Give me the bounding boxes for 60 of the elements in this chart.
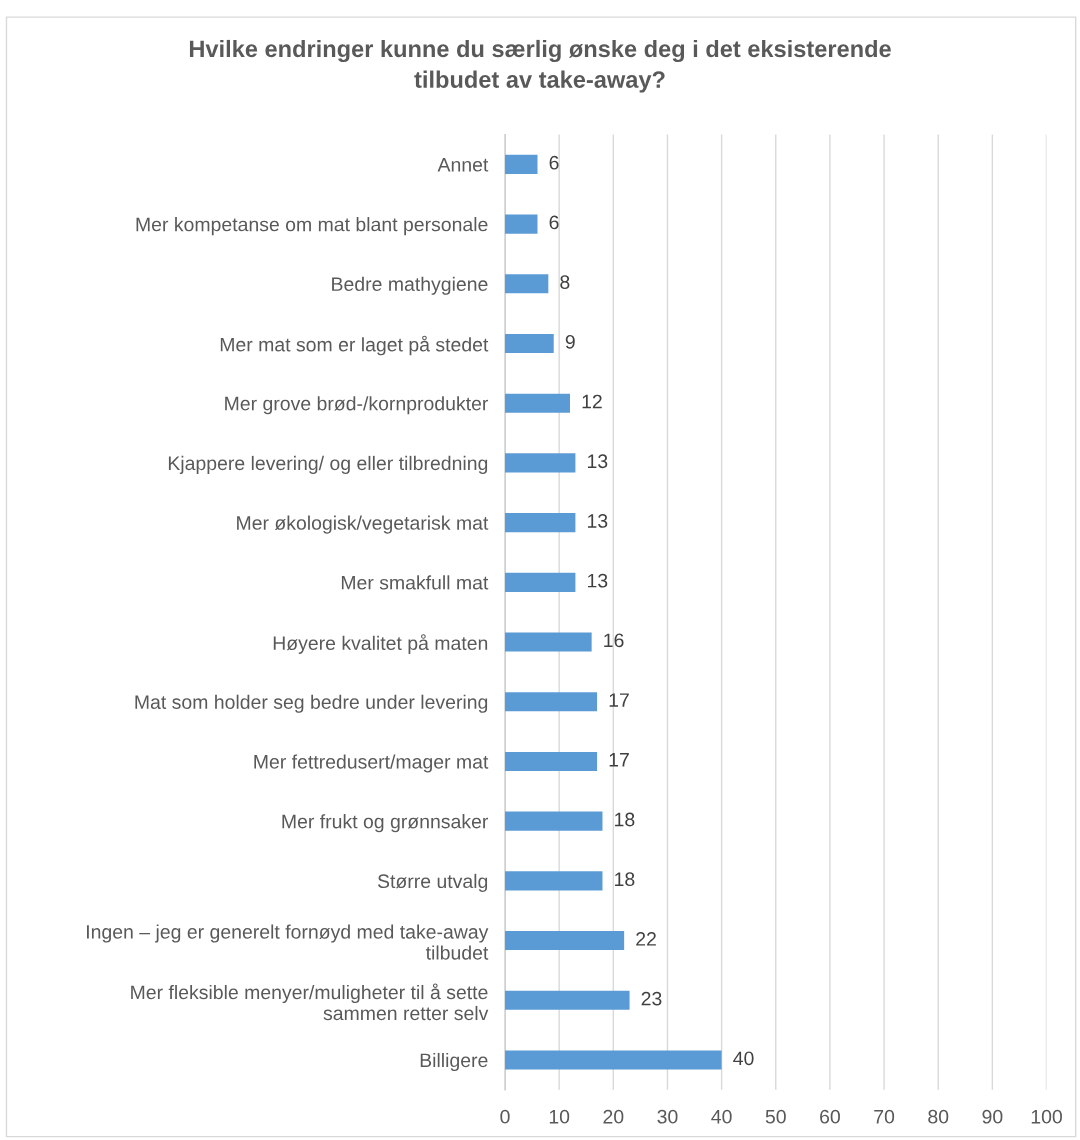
data-label: 13 <box>588 514 608 528</box>
x-tick-label: 90 <box>982 1109 1003 1124</box>
bar <box>505 990 630 1010</box>
data-label: 16 <box>604 633 624 648</box>
bar <box>505 274 549 294</box>
x-tick-label: 10 <box>549 1109 570 1124</box>
y-tick-label: Billigere <box>420 1052 488 1072</box>
data-label: 13 <box>588 454 608 469</box>
data-label: 22 <box>636 932 656 946</box>
data-label: 23 <box>641 991 662 1006</box>
data-label: 6 <box>549 155 559 170</box>
y-tick-label: Annet <box>437 158 489 172</box>
bar <box>505 214 538 234</box>
data-label: 17 <box>609 753 629 767</box>
bar <box>505 931 625 951</box>
data-label: 18 <box>615 812 635 827</box>
data-label: 8 <box>560 275 570 290</box>
data-label: 13 <box>588 573 608 588</box>
y-tick-label: Kjappere levering/ og eller tilbredning <box>168 455 488 474</box>
y-tick-label: Bedre mathygiene <box>332 276 488 295</box>
x-tick-label: 100 <box>1031 1109 1062 1124</box>
y-tick-label: Ingen – jeg er generelt fornøyd med take-away tilbudet <box>87 924 489 960</box>
bar <box>505 692 598 712</box>
bar <box>505 811 603 831</box>
data-label: 9 <box>565 334 575 349</box>
x-tick-label: 60 <box>820 1109 840 1124</box>
data-label: 12 <box>582 394 602 409</box>
x-tick-label: 40 <box>711 1109 732 1124</box>
x-tick-label: 30 <box>657 1109 678 1124</box>
y-tick-label: Høyere kvalitet på maten <box>273 634 488 654</box>
bar <box>505 333 554 354</box>
y-tick-label: Større utvalg <box>377 873 488 892</box>
chart-title: Hvilke endringer kunne du særlig ønske deg i det eksisterende tilbudet av take-away? <box>189 39 891 93</box>
bar <box>505 751 598 771</box>
bar <box>505 871 603 891</box>
y-tick-label: Mer frukt og grønnsaker <box>282 814 489 833</box>
y-tick-label: Mer fettredusert/mager mat <box>254 754 489 773</box>
data-label: 18 <box>615 872 635 887</box>
bar <box>505 154 538 174</box>
data-label: 6 <box>549 215 559 230</box>
y-tick-label: Mer økologisk/vegetarisk mat <box>237 515 489 534</box>
y-tick-label: Mat som holder seg bedre under levering <box>135 694 488 713</box>
x-tick-label: 20 <box>603 1109 624 1124</box>
bar <box>505 453 576 473</box>
x-tick-label: 70 <box>874 1109 895 1124</box>
y-tick-label: Mer mat som er laget på stedet <box>220 335 489 356</box>
bar <box>505 513 576 533</box>
y-tick-label: Mer smakfull mat <box>341 575 489 590</box>
data-label: 17 <box>609 693 629 707</box>
y-tick-label: Mer kompetanse om mat blant personale <box>136 217 488 236</box>
bar <box>505 393 570 413</box>
y-tick-label: Mer fleksible menyer/muligheter til å sette sammen retter selv <box>131 983 489 1021</box>
x-tick-label: 50 <box>765 1109 786 1124</box>
bar <box>505 632 592 652</box>
bar <box>505 1050 722 1070</box>
data-label: 40 <box>733 1051 754 1066</box>
x-tick-label: 0 <box>500 1109 510 1124</box>
y-tick-label: Mer grove brød-/kornprodukter <box>225 396 489 415</box>
bar <box>505 572 576 592</box>
x-tick-label: 80 <box>928 1109 949 1124</box>
